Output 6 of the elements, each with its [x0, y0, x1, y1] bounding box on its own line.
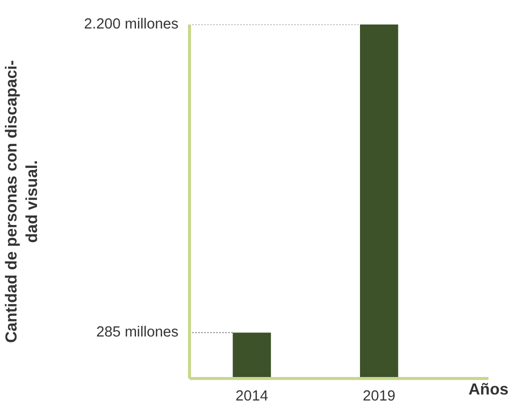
y-tick-label: 2.200 millones [84, 16, 179, 32]
x-axis-title: Años [468, 382, 509, 398]
y-axis-title: Cantidad de personas con discapaci- dad visual. [4, 60, 41, 343]
x-tick-label: 2019 [362, 388, 396, 404]
x-tick-label: 2014 [236, 388, 268, 404]
y-tick-label: 285 millones [96, 324, 179, 341]
